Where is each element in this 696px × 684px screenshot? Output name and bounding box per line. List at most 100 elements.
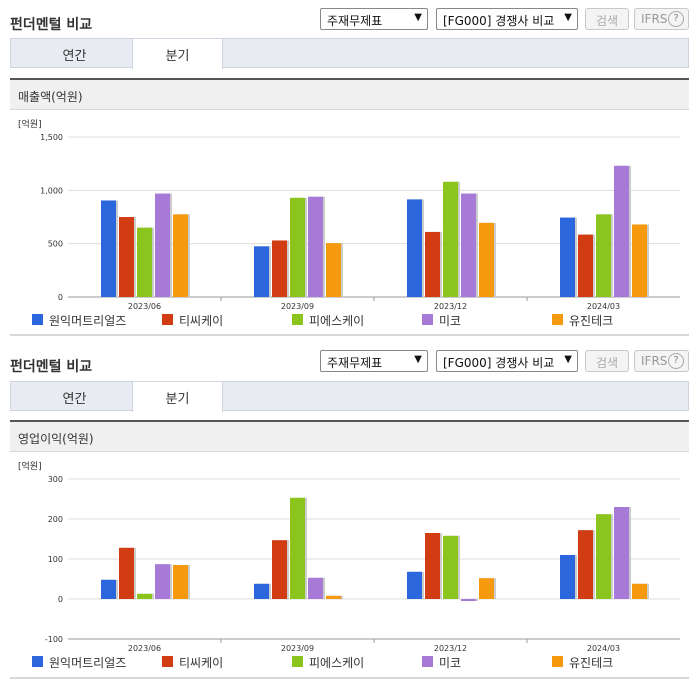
legend-swatch: [552, 656, 563, 667]
tab-quarterly[interactable]: 분기: [132, 382, 223, 412]
bar[interactable]: [155, 193, 170, 297]
section-header-1: 펀더멘털 비교 주재무제표 ▼ [FG000] 경쟁사 비교 ▼ 검색 IFRS…: [0, 8, 696, 40]
bar[interactable]: [326, 595, 341, 599]
ifrs-button[interactable]: IFRS ?: [634, 350, 689, 372]
bar[interactable]: [560, 217, 575, 297]
chart-legend: 원익머트리얼즈 티씨케이 피에스케이 미코 유진테크: [0, 312, 696, 328]
bar[interactable]: [101, 579, 116, 599]
x-tick-label: 2023/12: [434, 302, 467, 311]
bar[interactable]: [119, 217, 134, 297]
bar[interactable]: [632, 224, 647, 297]
peer-select[interactable]: [FG000] 경쟁사 비교 ▼: [436, 8, 578, 30]
statement-select[interactable]: 주재무제표 ▼: [320, 350, 428, 372]
legend-label: 피에스케이: [309, 314, 365, 328]
legend-label: 티씨케이: [179, 314, 224, 328]
bar[interactable]: [290, 497, 305, 599]
y-tick-label: 300: [48, 475, 63, 484]
statement-select[interactable]: 주재무제표 ▼: [320, 8, 428, 30]
chevron-down-icon: ▼: [414, 354, 422, 365]
bar[interactable]: [479, 578, 494, 599]
legend-label: 티씨케이: [179, 656, 224, 670]
bar[interactable]: [407, 199, 422, 297]
y-tick-label: 100: [48, 555, 63, 564]
legend-swatch: [422, 656, 433, 667]
bar[interactable]: [119, 547, 134, 599]
tab-quarterly[interactable]: 분기: [132, 39, 223, 69]
bar[interactable]: [443, 535, 458, 599]
bar[interactable]: [443, 181, 458, 297]
chevron-down-icon: ▼: [414, 12, 422, 23]
legend-swatch: [32, 314, 43, 325]
legend-swatch: [422, 314, 433, 325]
chevron-down-icon: ▼: [564, 354, 572, 365]
legend-label: 유진테크: [569, 656, 614, 670]
unit-label: [억원]: [18, 120, 42, 130]
bar[interactable]: [461, 193, 476, 297]
section-header-2: 펀더멘털 비교 주재무제표 ▼ [FG000] 경쟁사 비교 ▼ 검색 IFRS…: [0, 350, 696, 382]
period-tabs: 연간 분기: [10, 38, 689, 69]
ifrs-label: IFRS: [641, 354, 668, 368]
x-tick-label: 2023/12: [434, 644, 467, 653]
x-tick-label: 2023/06: [128, 302, 161, 311]
panel-title: 영업이익(억원): [10, 420, 689, 452]
peer-select-value: [FG000] 경쟁사 비교: [443, 14, 555, 28]
bar[interactable]: [425, 533, 440, 599]
x-tick-label: 2024/03: [587, 302, 620, 311]
bar[interactable]: [560, 555, 575, 599]
legend-label: 원익머트리얼즈: [49, 314, 127, 328]
x-tick-label: 2024/03: [587, 644, 620, 653]
bar[interactable]: [596, 214, 611, 297]
search-button-label: 검색: [595, 356, 619, 370]
bar[interactable]: [155, 564, 170, 599]
search-button[interactable]: 검색: [585, 8, 629, 30]
bar[interactable]: [425, 231, 440, 297]
legend-swatch: [552, 314, 563, 325]
help-icon[interactable]: ?: [668, 353, 684, 369]
bar[interactable]: [578, 234, 593, 297]
statement-select-value: 주재무제표: [327, 14, 383, 28]
bar[interactable]: [272, 540, 287, 599]
y-tick-label: 0: [58, 293, 63, 302]
divider: [10, 677, 689, 679]
y-tick-label: -100: [45, 635, 63, 644]
bar[interactable]: [461, 599, 476, 601]
section-title: 펀더멘털 비교: [10, 359, 93, 375]
bar[interactable]: [254, 246, 269, 297]
bar[interactable]: [614, 165, 629, 297]
bar[interactable]: [137, 593, 152, 599]
legend-swatch: [162, 656, 173, 667]
bar[interactable]: [479, 222, 494, 297]
search-button[interactable]: 검색: [585, 350, 629, 372]
bar[interactable]: [173, 214, 188, 297]
peer-select-value: [FG000] 경쟁사 비교: [443, 356, 555, 370]
bar[interactable]: [614, 507, 629, 599]
period-tabs: 연간 분기: [10, 381, 689, 412]
bar[interactable]: [326, 243, 341, 297]
bar[interactable]: [578, 530, 593, 599]
ifrs-button[interactable]: IFRS ?: [634, 8, 689, 30]
bar[interactable]: [272, 240, 287, 297]
y-tick-label: 200: [48, 515, 63, 524]
legend-swatch: [292, 656, 303, 667]
tab-annual[interactable]: 연간: [62, 49, 87, 64]
bar[interactable]: [173, 565, 188, 599]
x-tick-label: 2023/09: [281, 644, 314, 653]
bar[interactable]: [254, 583, 269, 599]
bar[interactable]: [596, 514, 611, 599]
peer-select[interactable]: [FG000] 경쟁사 비교 ▼: [436, 350, 578, 372]
y-tick-label: 1,000: [40, 186, 63, 195]
bar[interactable]: [137, 227, 152, 297]
bar[interactable]: [308, 577, 323, 599]
bar[interactable]: [407, 571, 422, 599]
tab-annual[interactable]: 연간: [62, 392, 87, 407]
bar[interactable]: [308, 196, 323, 297]
unit-label: [억원]: [18, 462, 42, 472]
legend-swatch: [292, 314, 303, 325]
bar[interactable]: [290, 197, 305, 297]
help-icon[interactable]: ?: [668, 11, 684, 27]
legend-label: 원익머트리얼즈: [49, 656, 127, 670]
bar[interactable]: [101, 200, 116, 297]
legend-label: 유진테크: [569, 314, 614, 328]
x-tick-label: 2023/09: [281, 302, 314, 311]
bar[interactable]: [632, 583, 647, 599]
